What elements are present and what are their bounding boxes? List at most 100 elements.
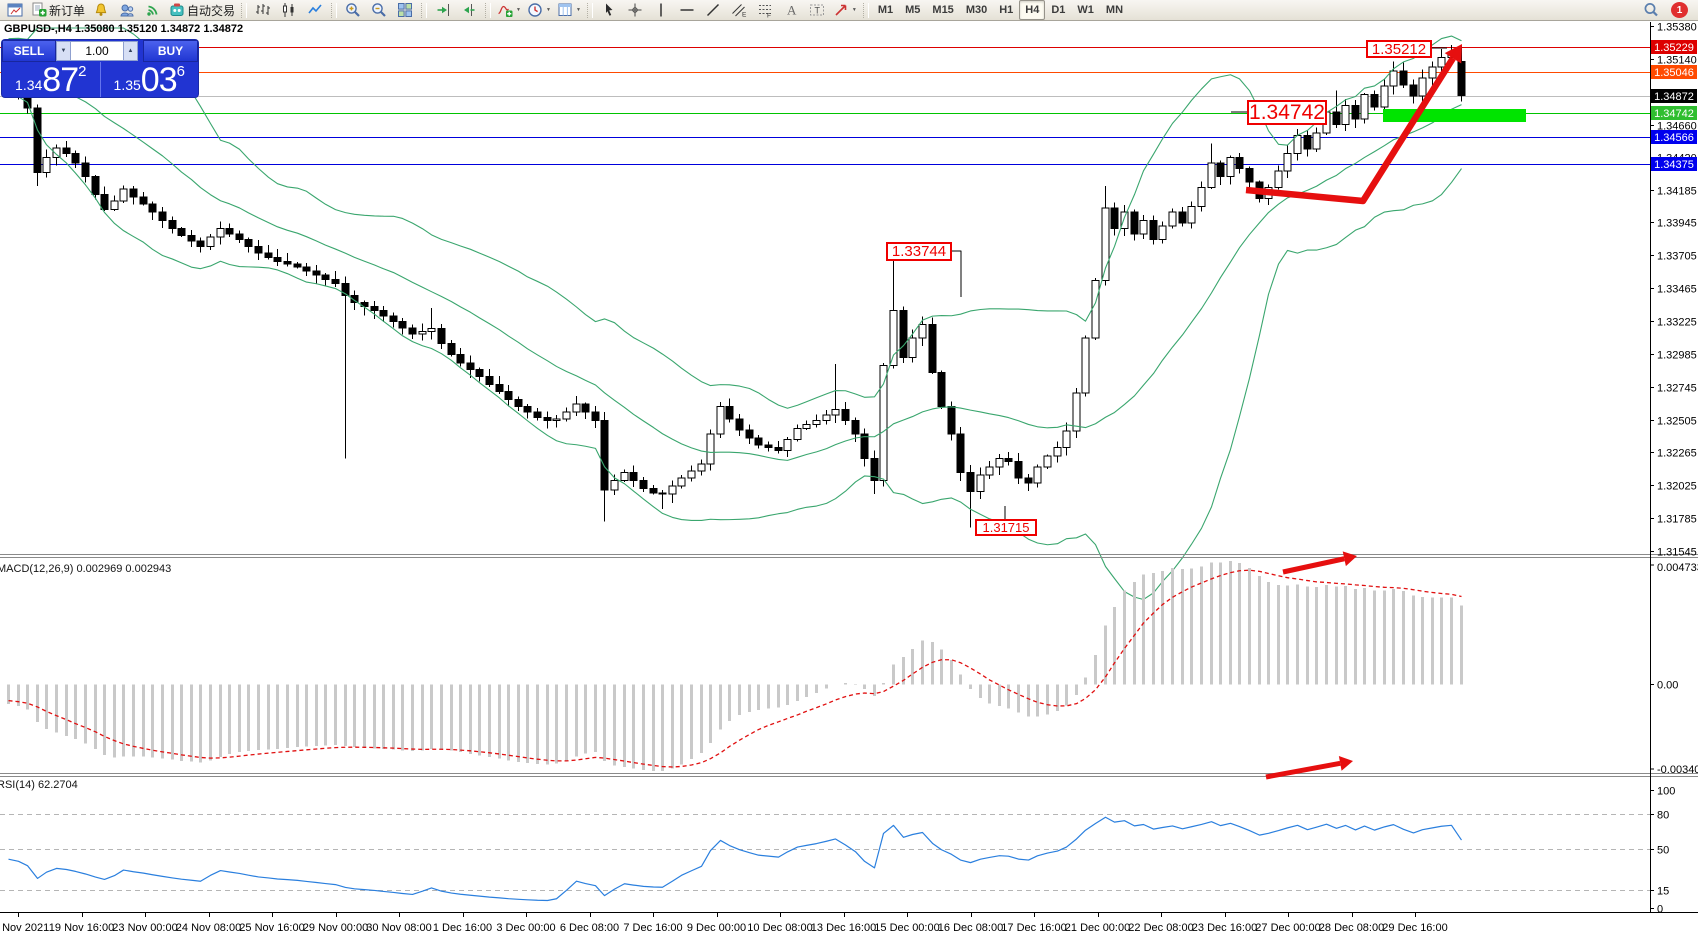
svg-text:1.32745: 1.32745 [1657,383,1697,395]
chart-window-button[interactable] [2,0,28,20]
tf-mn-button[interactable]: MN [1100,0,1129,20]
alerts-button[interactable] [88,0,114,20]
price-annotation-label[interactable]: 1.33744 [886,242,952,261]
tf-m15-button[interactable]: M15 [926,0,959,20]
svg-text:1.31785: 1.31785 [1657,514,1697,526]
tf-m30-button[interactable]: M30 [960,0,993,20]
zoom-in-button[interactable] [340,0,366,20]
autotrading-button[interactable]: 自动交易 [166,0,238,20]
signals-button[interactable] [140,0,166,20]
periods-icon [528,3,542,17]
svg-text:0.004733: 0.004733 [1657,562,1698,574]
volume-input[interactable] [71,41,123,61]
tiles-icon [398,3,413,17]
bar-chart-button[interactable] [250,0,276,20]
svg-text:21 Dec 00:00: 21 Dec 00:00 [1065,922,1130,933]
rsi-label: RSI(14) 62.2704 [0,779,78,791]
svg-text:1.34660: 1.34660 [1657,121,1697,133]
auto-scroll-button[interactable] [430,0,456,20]
tf-w1-button[interactable]: W1 [1071,0,1100,20]
vline-icon [660,3,662,17]
indicators-button[interactable]: ▼ [494,0,524,20]
svg-text:27 Dec 00:00: 27 Dec 00:00 [1255,922,1320,933]
new-order-button[interactable]: 新订单 [28,0,88,20]
candlestick-chart-button[interactable] [276,0,302,20]
label-icon: T [809,4,824,16]
tf-m1-button[interactable]: M1 [872,0,899,20]
vertical-line-button[interactable] [648,0,674,20]
notification-badge[interactable]: 1 [1671,2,1688,18]
sell-price[interactable]: 1.34 87 2 [2,62,100,97]
svg-text:1.35140: 1.35140 [1657,55,1697,67]
tile-windows-button[interactable] [392,0,418,20]
svg-text:18 Nov 2021: 18 Nov 2021 [0,922,49,933]
line-chart-button[interactable] [302,0,328,20]
community-button[interactable] [114,0,140,20]
svg-text:F: F [767,13,771,19]
sell-button[interactable]: SELL [2,40,56,62]
crosshair-button[interactable] [622,0,648,20]
tf-d1-button[interactable]: D1 [1045,0,1071,20]
tf-h4-button[interactable]: H4 [1019,0,1046,20]
svg-text:30 Nov 08:00: 30 Nov 08:00 [366,922,431,933]
signals-icon [147,5,158,16]
candles-icon [283,3,294,17]
svg-text:1.33705: 1.33705 [1657,251,1697,263]
chart-shift-button[interactable] [456,0,482,20]
community-icon [120,4,134,17]
periods-button[interactable]: ▼ [524,0,554,20]
hline-icon [680,9,694,11]
arrows-button[interactable]: ▼ [830,0,860,20]
svg-text:29 Nov 00:00: 29 Nov 00:00 [303,922,368,933]
price-annotation-label[interactable]: 1.35212 [1366,40,1432,58]
svg-text:23 Nov 00:00: 23 Nov 00:00 [112,922,177,933]
buy-button[interactable]: BUY [143,40,198,62]
text-button[interactable]: A [778,0,804,20]
buy-price-sup: 6 [176,63,185,80]
svg-text:1.32505: 1.32505 [1657,416,1697,428]
svg-text:0.00: 0.00 [1657,679,1678,691]
svg-text:16 Dec 08:00: 16 Dec 08:00 [938,922,1003,933]
svg-text:-0.003403: -0.003403 [1657,764,1698,776]
search-icon[interactable] [1638,0,1664,20]
svg-text:29 Dec 16:00: 29 Dec 16:00 [1382,922,1447,933]
toolbar-separator [331,2,338,18]
tf-h1-button[interactable]: H1 [993,0,1019,20]
buy-price[interactable]: 1.35 03 6 [101,62,199,97]
svg-text:1.34185: 1.34185 [1657,186,1697,198]
svg-text:T: T [814,6,820,16]
svg-text:1.35380: 1.35380 [1657,22,1697,34]
equidistant-channel-button[interactable]: E [726,0,752,20]
chevron-down-icon: ▼ [516,7,521,13]
alerts-icon [95,3,107,16]
zoom-out-button[interactable] [366,0,392,20]
chevron-down-icon: ▼ [851,7,857,13]
sell-price-small: 1.34 [15,77,43,93]
svg-text:24 Nov 08:00: 24 Nov 08:00 [176,922,241,933]
tf-h4-button-label: H4 [1025,4,1040,16]
text-icon: A [787,3,797,18]
buy-price-small: 1.35 [113,77,141,93]
toolbar-separator [485,2,492,18]
fibonacci-button[interactable]: F [752,0,778,20]
label-button[interactable]: T [804,0,830,20]
autotrading-icon [170,3,184,16]
svg-text:1.32985: 1.32985 [1657,350,1697,362]
sell-price-sup: 2 [78,63,87,80]
trendline-button[interactable] [700,0,726,20]
price-annotation-label[interactable]: 1.34742 [1247,100,1327,125]
svg-text:15: 15 [1657,886,1669,898]
svg-text:1 Dec 16:00: 1 Dec 16:00 [433,922,492,933]
cursor-icon [605,3,613,16]
svg-text:1.32265: 1.32265 [1657,448,1697,460]
price-annotation-label[interactable]: 1.31715 [975,519,1037,536]
cursor-button[interactable] [596,0,622,20]
templates-button[interactable]: ▼ [554,0,584,20]
tf-mn-button-label: MN [1105,4,1124,16]
svg-text:6 Dec 08:00: 6 Dec 08:00 [560,922,619,933]
tf-m5-button[interactable]: M5 [899,0,926,20]
horizontal-line-button[interactable] [674,0,700,20]
volume-increase-button[interactable]: ▲ [123,41,138,61]
volume-decrease-button[interactable]: ▼ [56,41,71,61]
